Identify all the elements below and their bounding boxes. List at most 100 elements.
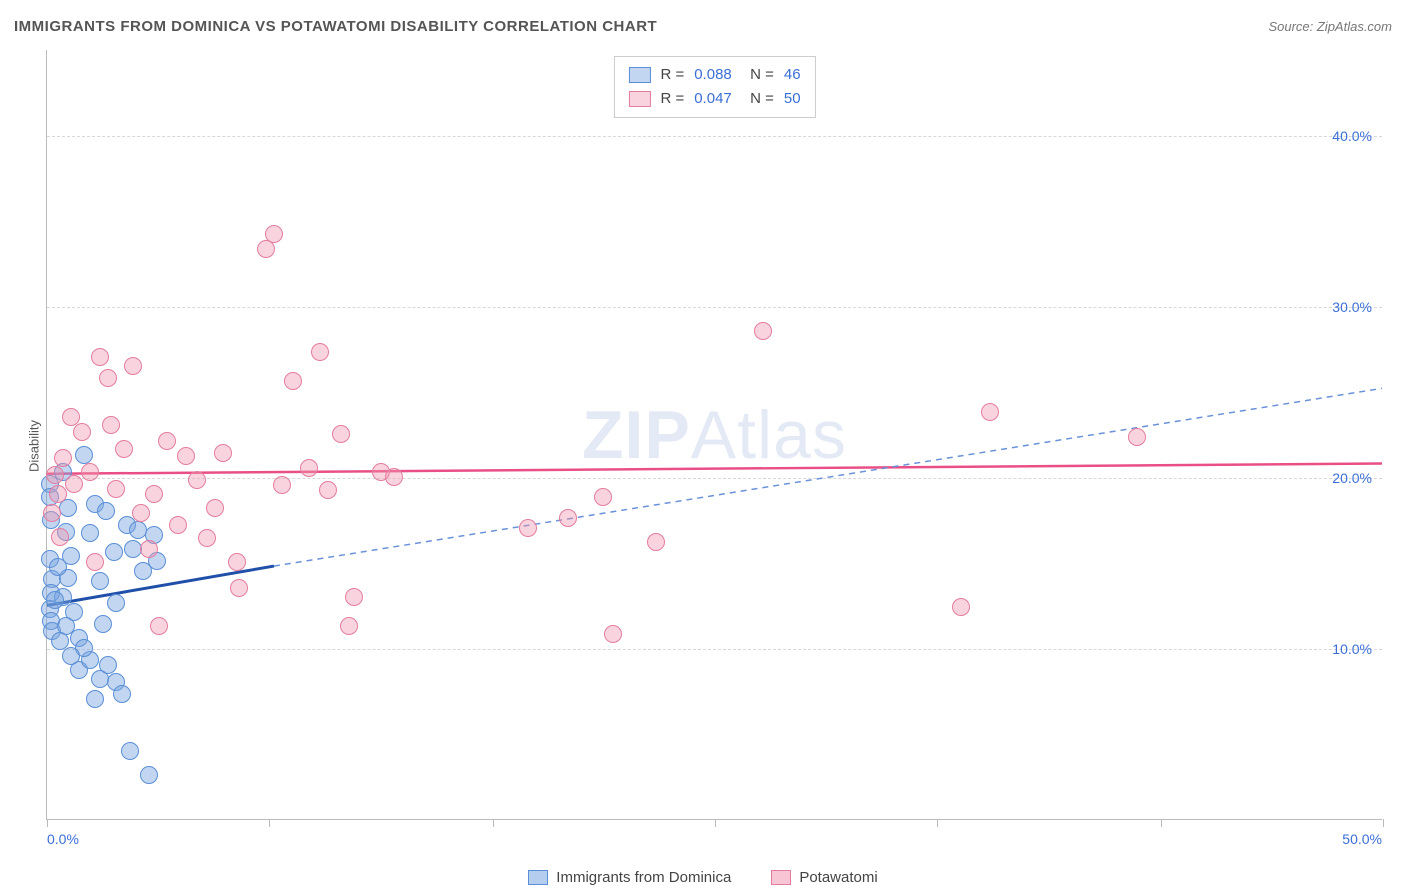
trend-lines-layer (47, 50, 1382, 819)
data-point-potawatomi (99, 369, 117, 387)
data-point-potawatomi (273, 476, 291, 494)
data-point-dominica (107, 594, 125, 612)
r-value-potawatomi: 0.047 (694, 87, 732, 111)
y-axis-label: Disability (27, 420, 42, 472)
y-tick-label: 30.0% (1332, 299, 1372, 315)
data-point-potawatomi (981, 403, 999, 421)
data-point-potawatomi (51, 528, 69, 546)
chart-title: IMMIGRANTS FROM DOMINICA VS POTAWATOMI D… (14, 18, 657, 35)
data-point-dominica (94, 615, 112, 633)
legend-item-dominica: Immigrants from Dominica (528, 869, 731, 886)
legend-row-dominica: R = 0.088 N = 46 (628, 63, 800, 87)
x-axis-max-label: 50.0% (1342, 831, 1382, 847)
data-point-potawatomi (150, 617, 168, 635)
data-point-dominica (105, 543, 123, 561)
data-point-dominica (81, 524, 99, 542)
data-point-potawatomi (145, 485, 163, 503)
chart-header: IMMIGRANTS FROM DOMINICA VS POTAWATOMI D… (14, 18, 1392, 35)
data-point-potawatomi (177, 447, 195, 465)
data-point-potawatomi (43, 504, 61, 522)
data-point-potawatomi (340, 617, 358, 635)
data-point-potawatomi (140, 540, 158, 558)
y-tick-label: 10.0% (1332, 641, 1372, 657)
data-point-dominica (140, 766, 158, 784)
data-point-potawatomi (46, 466, 64, 484)
data-point-potawatomi (952, 598, 970, 616)
data-point-potawatomi (73, 423, 91, 441)
data-point-potawatomi (102, 416, 120, 434)
watermark: ZIPAtlas (582, 396, 847, 474)
source-name: ZipAtlas.com (1317, 19, 1392, 34)
trend-line (47, 464, 1382, 474)
x-tick (1383, 819, 1384, 827)
data-point-potawatomi (124, 357, 142, 375)
data-point-potawatomi (81, 463, 99, 481)
data-point-dominica (113, 685, 131, 703)
data-point-potawatomi (1128, 428, 1146, 446)
data-point-potawatomi (198, 529, 216, 547)
legend-label-dominica: Immigrants from Dominica (556, 869, 731, 886)
legend-swatch-dominica (628, 67, 650, 83)
data-point-dominica (51, 632, 69, 650)
r-value-dominica: 0.088 (694, 63, 732, 87)
data-point-potawatomi (86, 553, 104, 571)
data-point-potawatomi (107, 480, 125, 498)
series-legend: Immigrants from Dominica Potawatomi (0, 869, 1406, 886)
x-tick (493, 819, 494, 827)
data-point-dominica (75, 446, 93, 464)
data-point-potawatomi (158, 432, 176, 450)
data-point-potawatomi (49, 485, 67, 503)
data-point-potawatomi (265, 225, 283, 243)
data-point-potawatomi (319, 481, 337, 499)
data-point-potawatomi (647, 533, 665, 551)
x-axis-min-label: 0.0% (47, 831, 79, 847)
source-label: Source: (1268, 19, 1316, 34)
n-value-potawatomi: 50 (784, 87, 801, 111)
x-tick (937, 819, 938, 827)
legend-item-potawatomi: Potawatomi (771, 869, 877, 886)
legend-swatch-potawatomi-icon (771, 870, 791, 885)
legend-swatch-potawatomi (628, 91, 650, 107)
data-point-dominica (86, 690, 104, 708)
data-point-potawatomi (214, 444, 232, 462)
data-point-potawatomi (65, 475, 83, 493)
data-point-potawatomi (54, 449, 72, 467)
y-tick-label: 20.0% (1332, 470, 1372, 486)
data-point-potawatomi (594, 488, 612, 506)
data-point-potawatomi (230, 579, 248, 597)
data-point-dominica (46, 591, 64, 609)
data-point-potawatomi (300, 459, 318, 477)
data-point-potawatomi (188, 471, 206, 489)
data-point-potawatomi (754, 322, 772, 340)
data-point-potawatomi (228, 553, 246, 571)
data-point-potawatomi (519, 519, 537, 537)
legend-row-potawatomi: R = 0.047 N = 50 (628, 87, 800, 111)
gridline (47, 478, 1382, 479)
correlation-legend: R = 0.088 N = 46 R = 0.047 N = 50 (613, 56, 815, 118)
data-point-potawatomi (62, 408, 80, 426)
data-point-potawatomi (311, 343, 329, 361)
data-point-potawatomi (385, 468, 403, 486)
plot-area: ZIPAtlas 10.0%20.0%30.0%40.0% 0.0% 50.0%… (46, 50, 1382, 820)
data-point-dominica (62, 647, 80, 665)
gridline (47, 136, 1382, 137)
data-point-potawatomi (115, 440, 133, 458)
x-tick (269, 819, 270, 827)
gridline (47, 649, 1382, 650)
data-point-potawatomi (604, 625, 622, 643)
data-point-potawatomi (284, 372, 302, 390)
legend-label-potawatomi: Potawatomi (799, 869, 877, 886)
x-tick (715, 819, 716, 827)
data-point-potawatomi (169, 516, 187, 534)
data-point-potawatomi (345, 588, 363, 606)
data-point-dominica (91, 572, 109, 590)
data-point-dominica (49, 558, 67, 576)
data-point-dominica (99, 656, 117, 674)
data-point-potawatomi (91, 348, 109, 366)
data-point-potawatomi (257, 240, 275, 258)
data-point-potawatomi (332, 425, 350, 443)
gridline (47, 307, 1382, 308)
data-point-potawatomi (132, 504, 150, 522)
data-point-dominica (121, 742, 139, 760)
n-value-dominica: 46 (784, 63, 801, 87)
